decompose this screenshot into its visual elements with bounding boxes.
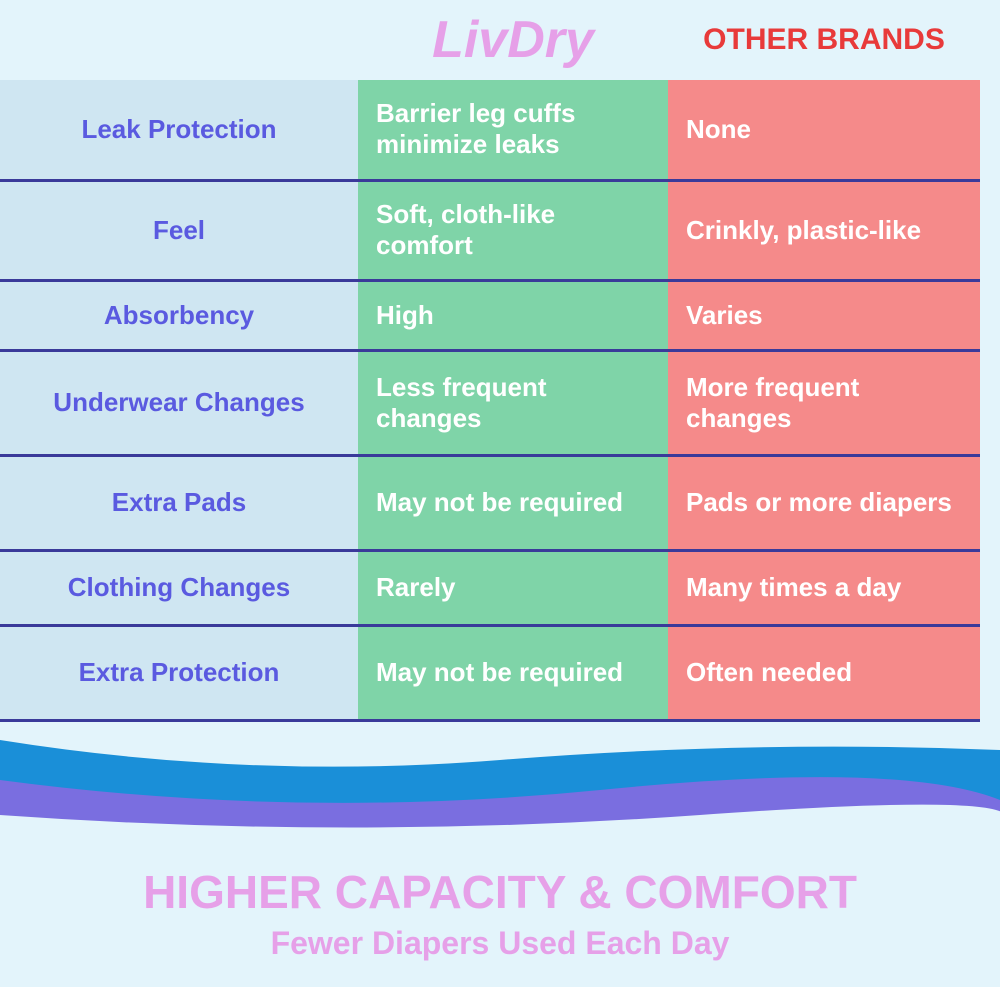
other-cell: Many times a day: [668, 550, 980, 627]
other-cell: None: [668, 80, 980, 182]
livdry-cell: May not be required: [358, 455, 668, 552]
other-cell: Varies: [668, 280, 980, 352]
table-row: Underwear Changes Less frequent changes Mo…: [0, 350, 980, 457]
livdry-cell: May not be required: [358, 625, 668, 722]
table-row: Extra Protection May not be required Often…: [0, 625, 980, 722]
row-label: Extra Protection: [0, 625, 358, 722]
row-label: Feel: [0, 180, 358, 282]
other-cell: More frequent changes: [668, 350, 980, 457]
livdry-cell: Barrier leg cuffs minimize leaks: [358, 80, 668, 182]
livdry-cell: Rarely: [358, 550, 668, 627]
row-label: Underwear Changes: [0, 350, 358, 457]
table-row: Feel Soft, cloth-like comfort Crinkly, pla…: [0, 180, 980, 282]
livdry-cell: Less frequent changes: [358, 350, 668, 457]
table-row: Extra Pads May not be required Pads or mor…: [0, 455, 980, 552]
wave: [0, 740, 1000, 840]
table-row: Leak Protection Barrier leg cuffs minimiz…: [0, 80, 980, 182]
comparison-table: Leak Protection Barrier leg cuffs minimiz…: [0, 80, 980, 722]
row-label: Absorbency: [0, 280, 358, 352]
livdry-cell: Soft, cloth-like comfort: [358, 180, 668, 282]
other-cell: Pads or more diapers: [668, 455, 980, 552]
footer-title: HIGHER CAPACITY & COMFORT: [143, 866, 857, 918]
livdry-cell: High: [358, 280, 668, 352]
row-label: Clothing Changes: [0, 550, 358, 627]
brand-logo: LivDry: [432, 11, 594, 69]
footer-subtitle: Fewer Diapers Used Each Day: [270, 925, 730, 961]
table-row: Clothing Changes Rarely Many times a day: [0, 550, 980, 627]
row-label: Extra Pads: [0, 455, 358, 552]
other-cell: Often needed: [668, 625, 980, 722]
other-cell: Crinkly, plastic-like: [668, 180, 980, 282]
other-brands: OTHER BRANDS: [703, 23, 945, 56]
row-label: Leak Protection: [0, 80, 358, 182]
header-spacer: [0, 0, 358, 80]
table-row: Absorbency High Varies: [0, 280, 980, 352]
